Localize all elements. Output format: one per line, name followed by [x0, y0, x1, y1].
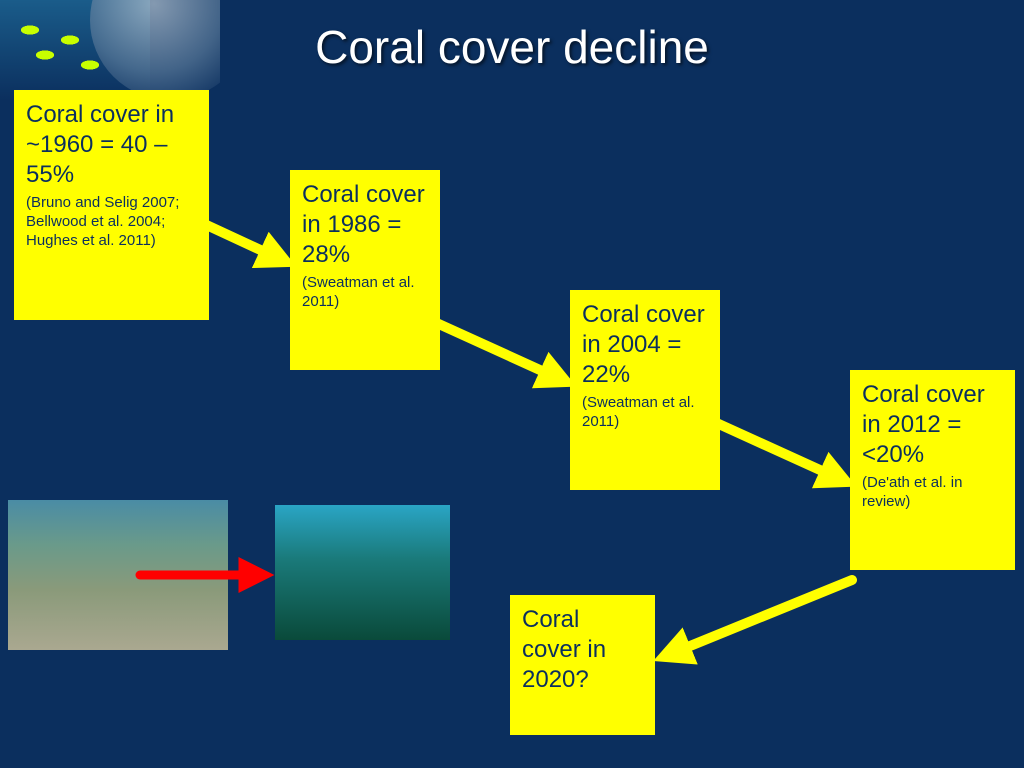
box-2004: Coral cover in 2004 = 22% (Sweatman et a…: [570, 290, 720, 490]
box-2020-text: Coral cover in 2020?: [522, 605, 643, 695]
box-1960-text: Coral cover in ~1960 = 40 – 55%: [26, 100, 197, 190]
arrow: [668, 580, 852, 655]
reef-photo-before: [8, 500, 228, 650]
box-2012-text: Coral cover in 2012 = <20%: [862, 380, 1003, 470]
arrow: [710, 420, 842, 480]
box-2004-text: Coral cover in 2004 = 22%: [582, 300, 708, 390]
slide-title: Coral cover decline: [0, 20, 1024, 74]
box-2004-cite: (Sweatman et al. 2011): [582, 394, 708, 432]
box-1986: Coral cover in 1986 = 28% (Sweatman et a…: [290, 170, 440, 370]
box-2012-cite: (De'ath et al. in review): [862, 474, 1003, 512]
box-1960: Coral cover in ~1960 = 40 – 55% (Bruno a…: [14, 90, 209, 320]
box-1986-text: Coral cover in 1986 = 28%: [302, 180, 428, 270]
slide: Coral cover decline Coral cover in ~1960…: [0, 0, 1024, 768]
box-2020: Coral cover in 2020?: [510, 595, 655, 735]
reef-photo-after: [275, 505, 450, 640]
box-1986-cite: (Sweatman et al. 2011): [302, 274, 428, 312]
arrow: [430, 320, 562, 380]
box-2012: Coral cover in 2012 = <20% (De'ath et al…: [850, 370, 1015, 570]
box-1960-cite: (Bruno and Selig 2007; Bellwood et al. 2…: [26, 194, 197, 250]
